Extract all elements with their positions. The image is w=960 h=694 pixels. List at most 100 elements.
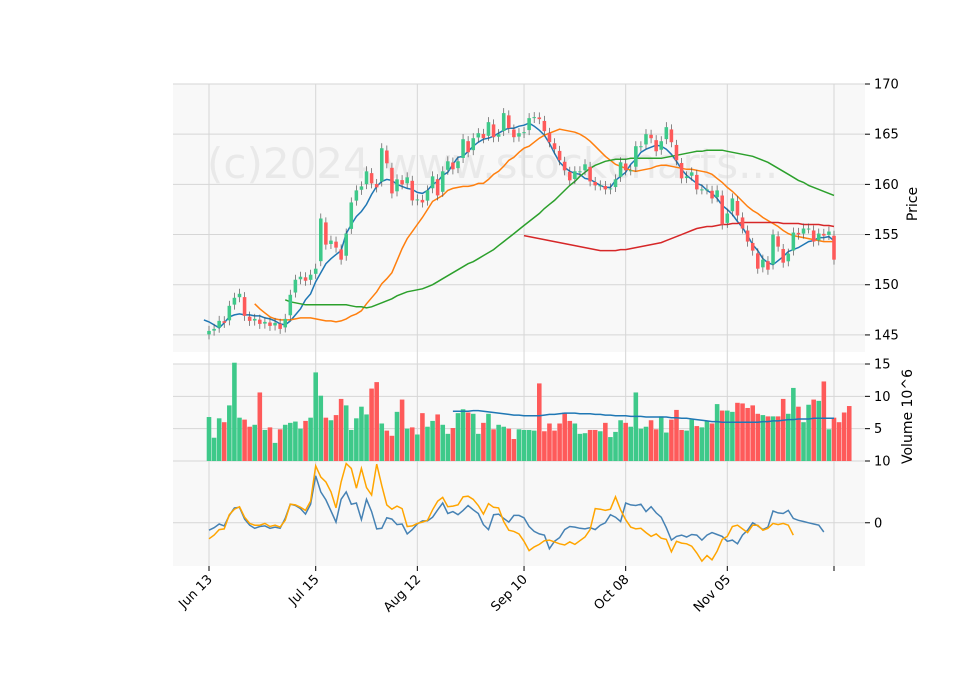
volume-bar — [455, 413, 461, 461]
volume-bar — [699, 427, 705, 461]
macd-panel-background — [173, 461, 865, 566]
volume-bar — [516, 429, 522, 461]
candle-body — [339, 249, 343, 260]
candle-body — [791, 232, 796, 251]
candle-body — [700, 189, 704, 191]
x-tick-label: Aug 12 — [381, 572, 424, 615]
volume-bar — [445, 433, 451, 461]
candle-body — [400, 180, 404, 185]
candle-body — [664, 127, 669, 140]
candle-body — [324, 222, 328, 245]
volume-bar — [323, 417, 329, 461]
candle-body — [654, 140, 658, 152]
volume-average-line — [452, 409, 834, 423]
volume-bar — [232, 362, 237, 461]
volume-bars — [206, 362, 852, 461]
volume-bar — [221, 422, 227, 461]
volume-bar — [399, 399, 405, 461]
candle-body — [786, 253, 791, 262]
candle-body — [252, 318, 257, 321]
macd-tick-label: 0 — [874, 516, 882, 531]
candle-body — [720, 195, 724, 225]
candle-body — [298, 276, 303, 280]
candle-body — [344, 233, 348, 256]
price-axis-label: Price — [905, 187, 921, 221]
volume-bar — [628, 426, 634, 461]
volume-bar — [816, 400, 822, 461]
candle-body — [689, 172, 694, 176]
volume-bar — [597, 431, 603, 461]
candle-body — [278, 323, 282, 329]
volume-bar — [704, 420, 710, 461]
volume-bar — [775, 416, 781, 461]
volume-bar — [613, 431, 618, 461]
price-tick-label: 160 — [874, 178, 899, 193]
volume-bar — [420, 413, 425, 461]
candle-body — [740, 217, 745, 229]
volume-bar — [730, 411, 735, 461]
volume-bar — [430, 420, 435, 461]
candle-body — [811, 230, 816, 242]
candle-body — [659, 141, 664, 150]
volume-bar — [333, 415, 339, 461]
candle-body — [603, 185, 608, 190]
candle-body — [710, 190, 714, 199]
volume-bar — [526, 429, 532, 461]
volume-bar — [618, 420, 623, 461]
candle-body — [634, 146, 638, 167]
volume-bar — [592, 429, 598, 461]
volume-bar — [343, 405, 349, 461]
volume-bar — [608, 437, 613, 461]
volume-bar — [765, 416, 771, 461]
volume-bar — [298, 428, 303, 461]
volume-bar — [318, 395, 324, 461]
price-tick-label: 170 — [874, 78, 899, 93]
candle-body — [547, 132, 552, 143]
volume-axis-label: Volume 10^6 — [900, 369, 916, 464]
volume-bar — [288, 422, 293, 461]
volume-bar — [648, 420, 654, 461]
sma30-line — [284, 149, 835, 309]
volume-bar — [735, 402, 740, 461]
candle-body — [415, 199, 420, 201]
x-tick-label: Oct 08 — [591, 572, 632, 613]
volume-bar — [354, 418, 359, 461]
candle-body — [451, 162, 455, 170]
candle-body — [247, 316, 252, 321]
volume-bar — [587, 429, 593, 461]
candle-body — [293, 279, 298, 293]
candle-body — [725, 213, 730, 223]
candle-body — [583, 164, 587, 171]
volume-bar — [791, 387, 796, 461]
candle-body — [695, 174, 699, 190]
candle-body — [232, 297, 237, 305]
candle-body — [705, 189, 709, 191]
candle-body — [522, 132, 526, 134]
volume-bar — [440, 424, 446, 461]
price-tick-label: 145 — [874, 328, 899, 343]
candle-body — [227, 305, 232, 321]
volume-bar — [719, 410, 725, 461]
candle-body — [750, 242, 755, 251]
volume-bar — [836, 422, 842, 461]
volume-bar — [603, 422, 608, 461]
candle-body — [349, 202, 354, 229]
volume-bar — [404, 428, 410, 461]
volume-bar — [623, 422, 628, 461]
candle-body — [395, 179, 399, 192]
candle-body — [466, 141, 470, 153]
volume-bar — [267, 427, 273, 461]
volume-bar — [536, 383, 542, 461]
volume-bar — [780, 398, 786, 461]
volume-bar — [252, 424, 258, 461]
candle-body — [730, 198, 735, 212]
candle-body — [354, 190, 359, 201]
volume-bar — [531, 430, 537, 461]
volume-bar — [206, 417, 212, 461]
volume-bar — [425, 426, 430, 461]
volume-bar — [542, 431, 547, 461]
volume-bar — [328, 420, 334, 461]
volume-bar — [567, 420, 573, 461]
volume-bar — [262, 429, 268, 461]
